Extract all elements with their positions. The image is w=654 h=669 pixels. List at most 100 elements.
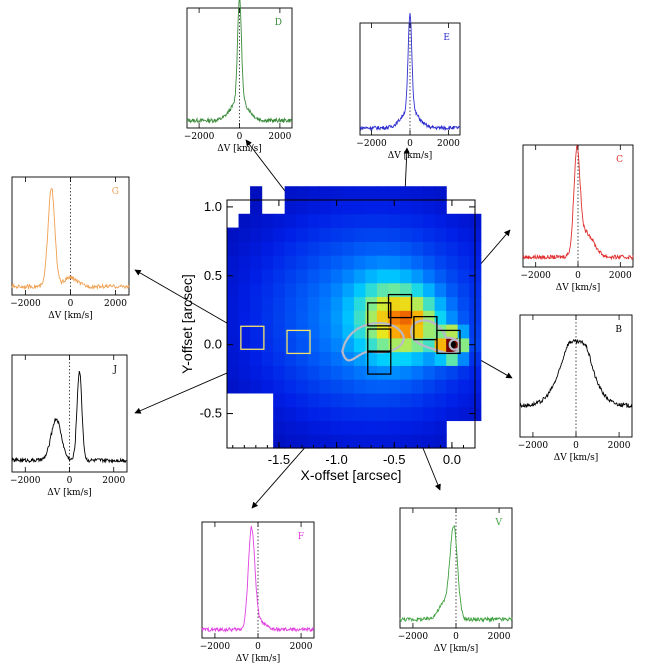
map-pixel bbox=[284, 268, 297, 284]
map-pixel bbox=[388, 379, 401, 394]
map-pixel bbox=[388, 420, 401, 435]
map-pixel bbox=[376, 420, 390, 435]
map-pixel bbox=[296, 268, 309, 284]
map-pixel bbox=[284, 241, 297, 256]
spectrum-tick-label: 0 bbox=[407, 139, 413, 149]
map-pixel bbox=[319, 310, 332, 325]
map-pixel bbox=[238, 351, 251, 366]
map-pixel bbox=[250, 200, 263, 215]
map-pixel bbox=[261, 296, 274, 311]
map-pixel bbox=[353, 282, 367, 298]
map-pixel bbox=[296, 337, 309, 353]
spectrum-tick-label: 0 bbox=[573, 441, 579, 451]
spectrum-tick-label: 2000 bbox=[268, 132, 291, 142]
map-pixel bbox=[238, 255, 251, 270]
map-pixel bbox=[284, 420, 297, 435]
map-pixel bbox=[423, 282, 436, 298]
map-pixel bbox=[273, 365, 286, 380]
map-pixel bbox=[330, 227, 343, 242]
map-pixel bbox=[400, 351, 413, 366]
map-pixel bbox=[365, 365, 378, 380]
map-pixel bbox=[261, 255, 274, 270]
map-pixel bbox=[376, 282, 390, 298]
spectrum-tick-label: 0 bbox=[68, 299, 74, 309]
map-pixel bbox=[446, 310, 459, 325]
contour-west bbox=[341, 321, 405, 362]
map-pixel bbox=[319, 255, 332, 270]
map-pixel bbox=[457, 310, 470, 325]
map-pixel bbox=[376, 255, 390, 270]
map-pixel bbox=[330, 379, 343, 394]
map-pixel bbox=[307, 200, 320, 215]
map-pixel bbox=[376, 268, 390, 284]
map-pixel bbox=[434, 200, 447, 215]
map-pixel bbox=[261, 310, 274, 325]
spectrum-tick-label: 2000 bbox=[488, 632, 511, 642]
map-pixel bbox=[411, 282, 424, 298]
map-pixel bbox=[388, 186, 401, 201]
map-pixel bbox=[400, 379, 413, 394]
map-pixel bbox=[342, 296, 355, 311]
map-pixel bbox=[227, 268, 240, 284]
map-pixel bbox=[261, 337, 274, 353]
map-pixel bbox=[400, 200, 413, 215]
map-pixel bbox=[400, 365, 413, 380]
map-pixel bbox=[376, 406, 390, 422]
map-pixel bbox=[400, 392, 413, 408]
map-pixel bbox=[273, 406, 286, 422]
spectrum-tick-label: −2000 bbox=[200, 642, 231, 652]
map-pixel bbox=[353, 324, 367, 339]
map-pixel bbox=[365, 324, 378, 339]
map-pixel bbox=[296, 186, 309, 201]
map-pixel bbox=[434, 268, 447, 284]
region-boxes bbox=[240, 293, 461, 375]
map-pixel bbox=[376, 213, 390, 229]
map-pixel bbox=[423, 379, 436, 394]
map-pixel bbox=[296, 420, 309, 435]
map-pixel bbox=[227, 227, 240, 242]
map-pixel bbox=[434, 324, 447, 339]
map-pixel bbox=[376, 200, 390, 215]
map-pixel bbox=[330, 310, 343, 325]
map-pixel bbox=[250, 213, 263, 229]
map-pixel bbox=[342, 241, 355, 256]
panel-frame bbox=[201, 521, 315, 639]
map-pixel bbox=[307, 282, 320, 298]
map-pixel bbox=[434, 392, 447, 408]
map-pixel bbox=[227, 351, 240, 366]
spectrum-line bbox=[11, 370, 128, 464]
map-pixel bbox=[446, 324, 459, 339]
map-pixel bbox=[250, 227, 263, 242]
map-pixel bbox=[319, 268, 332, 284]
map-pixel bbox=[376, 434, 390, 449]
map-pixel bbox=[365, 241, 378, 256]
map-pixel bbox=[365, 268, 378, 284]
map-pixel bbox=[238, 365, 251, 380]
map-pixel bbox=[307, 324, 320, 339]
map-pixel bbox=[273, 324, 286, 339]
map-pixel bbox=[250, 324, 263, 339]
map-pixel bbox=[388, 392, 401, 408]
map-pixel bbox=[400, 296, 413, 311]
map-pixel bbox=[284, 337, 297, 353]
x-tick-label: -1.0 bbox=[325, 452, 347, 467]
map-pixel bbox=[411, 296, 424, 311]
map-pixel bbox=[434, 337, 447, 353]
map-pixel bbox=[353, 296, 367, 311]
map-pixel bbox=[376, 365, 390, 380]
spectrum-tick-label: 2000 bbox=[609, 271, 632, 281]
map-pixel bbox=[319, 337, 332, 353]
map-pixel bbox=[353, 337, 367, 353]
map-pixel bbox=[365, 200, 378, 215]
spectrum-panel-c: −2000 0 2000 ΔV [km/s] C bbox=[520, 144, 634, 293]
map-pixel bbox=[342, 213, 355, 229]
panel-frame bbox=[11, 354, 128, 473]
spectrum-x-label: ΔV [km/s] bbox=[48, 311, 93, 321]
map-pixel bbox=[227, 337, 240, 353]
spectrum-tick-label: −2000 bbox=[356, 139, 387, 149]
map-pixel bbox=[457, 213, 470, 229]
map-pixel bbox=[296, 310, 309, 325]
map-pixel bbox=[388, 200, 401, 215]
map-pixel bbox=[330, 365, 343, 380]
map-pixel bbox=[400, 186, 413, 201]
